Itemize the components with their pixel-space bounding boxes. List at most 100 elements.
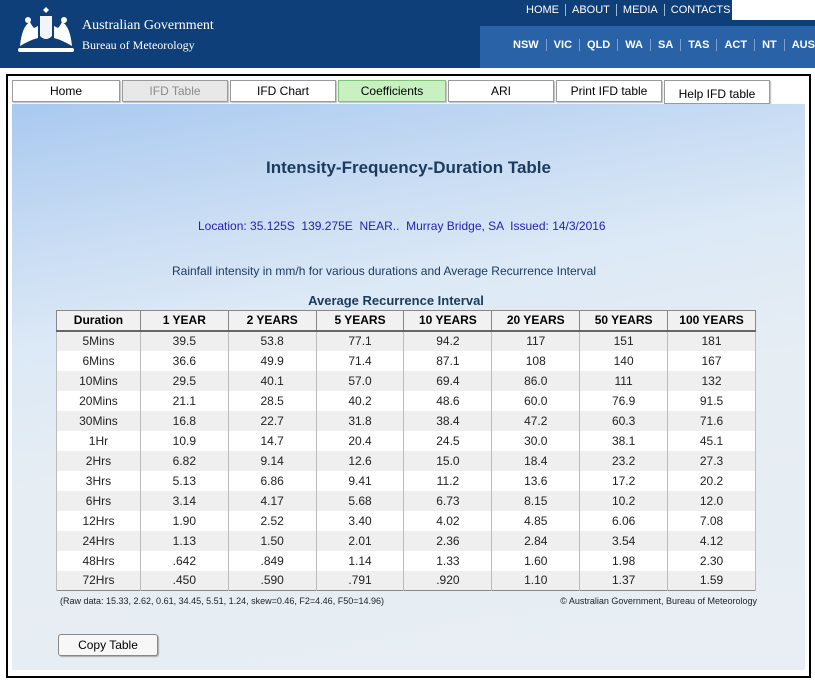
search-area	[732, 0, 815, 20]
state-link-australia[interactable]: AUSTRALIA	[791, 39, 815, 51]
table-row: 1Hr 10.9 14.7 20.4 24.5 30.0 38.1 45.1	[56, 430, 756, 451]
intensity-cell: 91.5	[667, 390, 756, 411]
intensity-cell: 86.0	[491, 370, 581, 391]
intensity-cell: 1.50	[227, 530, 317, 551]
intensity-cell: 53.8	[227, 330, 317, 351]
table-row: 20Mins 21.1 28.5 40.2 48.6 60.0 76.9 91.5	[56, 390, 756, 411]
ari-heading: Average Recurrence Interval	[308, 293, 484, 308]
intensity-cell: 3.54	[579, 530, 669, 551]
duration-cell: 5Mins	[56, 330, 141, 351]
intensity-cell: 18.4	[491, 450, 581, 471]
intensity-cell: 111	[579, 370, 669, 391]
nav-about-link[interactable]: ABOUT	[566, 4, 617, 16]
tab-home[interactable]: Home	[12, 80, 120, 102]
table-row: 3Hrs 5.13 6.86 9.41 11.2 13.6 17.2 20.2	[56, 470, 756, 491]
table-row: 30Mins 16.8 22.7 31.8 38.4 47.2 60.3 71.6	[56, 410, 756, 431]
intensity-cell: 1.60	[491, 550, 581, 571]
intensity-cell: .791	[315, 570, 405, 591]
intensity-cell: 14.7	[227, 430, 317, 451]
intensity-cell: 4.12	[667, 530, 756, 551]
column-header: 5 YEARS	[315, 310, 405, 332]
top-navigation: HOME ABOUT MEDIA CONTACTS	[520, 0, 736, 20]
intensity-cell: 1.37	[579, 570, 669, 591]
tab-ifd-chart[interactable]: IFD Chart	[230, 80, 336, 102]
intensity-cell: 11.2	[403, 470, 493, 491]
intensity-cell: 36.6	[139, 350, 229, 371]
column-header: 50 YEARS	[579, 310, 669, 332]
table-row: 6Hrs 3.14 4.17 5.68 6.73 8.15 10.2 12.0	[56, 490, 756, 511]
intensity-cell: 6.82	[139, 450, 229, 471]
state-navigation: NSW VIC QLD WA SA TAS ACT NT AUSTRALIA	[506, 34, 815, 56]
tab-ari[interactable]: ARI	[448, 80, 554, 102]
state-link-qld[interactable]: QLD	[580, 39, 619, 51]
state-link-sa[interactable]: SA	[651, 39, 682, 51]
state-link-nsw[interactable]: NSW	[506, 39, 547, 51]
intensity-cell: 60.0	[491, 390, 581, 411]
nav-contacts-link[interactable]: CONTACTS	[670, 4, 731, 16]
state-link-act[interactable]: ACT	[717, 39, 756, 51]
nav-home-link[interactable]: HOME	[520, 4, 566, 16]
intensity-cell: 6.06	[579, 510, 669, 531]
column-header: 100 YEARS	[667, 310, 756, 332]
intensity-cell: 9.14	[227, 450, 317, 471]
state-link-wa[interactable]: WA	[618, 39, 651, 51]
duration-cell: 24Hrs	[56, 530, 141, 551]
intensity-cell: 8.15	[491, 490, 581, 511]
intensity-cell: 140	[579, 350, 669, 371]
intensity-cell: 31.8	[315, 410, 405, 431]
duration-cell: 48Hrs	[56, 550, 141, 571]
duration-cell: 3Hrs	[56, 470, 141, 491]
state-link-nt[interactable]: NT	[755, 39, 785, 51]
intensity-cell: 20.4	[315, 430, 405, 451]
copy-table-button[interactable]: Copy Table	[58, 634, 158, 656]
column-header: 10 YEARS	[403, 310, 493, 332]
intensity-cell: 6.73	[403, 490, 493, 511]
intensity-cell: 45.1	[667, 430, 756, 451]
intensity-cell: 47.2	[491, 410, 581, 431]
intensity-cell: 48.6	[403, 390, 493, 411]
table-row: 48Hrs .642.849 1.14 1.33 1.60 1.98 2.30	[56, 550, 756, 571]
intensity-cell: .450	[139, 570, 229, 591]
intensity-cell: 2.36	[403, 530, 493, 551]
intensity-cell: 1.13	[139, 530, 229, 551]
state-bar	[480, 26, 815, 68]
duration-cell: 72Hrs	[56, 570, 141, 591]
duration-cell: 1Hr	[56, 430, 141, 451]
intensity-cell: .642	[139, 550, 229, 571]
intensity-cell: 1.14	[315, 550, 405, 571]
intensity-cell: 5.68	[315, 490, 405, 511]
copyright-notice: © Australian Government, Bureau of Meteo…	[560, 596, 757, 606]
intensity-cell: 2.84	[491, 530, 581, 551]
intensity-cell: 94.2	[403, 330, 493, 351]
ifd-panel: Intensity-Frequency-Duration Table Locat…	[12, 104, 805, 670]
tab-print-ifd-table[interactable]: Print IFD table	[556, 80, 662, 102]
coat-of-arms-icon	[18, 7, 74, 52]
intensity-cell: 4.17	[227, 490, 317, 511]
intensity-cell: 1.10	[491, 570, 581, 591]
nav-media-link[interactable]: MEDIA	[617, 4, 665, 16]
state-link-tas[interactable]: TAS	[681, 39, 718, 51]
intensity-cell: 21.1	[139, 390, 229, 411]
table-row: 5Mins 39.5 53.8 77.1 94.2 117 151 181	[56, 330, 756, 351]
intensity-cell: 28.5	[227, 390, 317, 411]
intensity-cell: 167	[667, 350, 756, 371]
intensity-cell: 30.0	[491, 430, 581, 451]
intensity-cell: 117	[491, 330, 581, 351]
intensity-cell: 40.1	[227, 370, 317, 391]
intensity-cell: 181	[667, 330, 756, 351]
table-row: 24Hrs 1.13 1.50 2.01 2.36 2.84 3.54 4.12	[56, 530, 756, 551]
intensity-cell: 38.4	[403, 410, 493, 431]
state-link-vic[interactable]: VIC	[547, 39, 581, 51]
intensity-cell: 29.5	[139, 370, 229, 391]
intensity-cell: .920	[403, 570, 493, 591]
intensity-cell: 38.1	[579, 430, 669, 451]
intensity-cell: 76.9	[579, 390, 669, 411]
tab-help-ifd-table[interactable]: Help IFD table	[664, 80, 770, 104]
intensity-cell: 3.14	[139, 490, 229, 511]
intensity-cell: 132	[667, 370, 756, 391]
tab-bar: Home IFD Table IFD Chart Coefficients AR…	[12, 80, 772, 104]
duration-cell: 6Mins	[56, 350, 141, 371]
tab-coefficients[interactable]: Coefficients	[338, 80, 446, 102]
intensity-cell: 108	[491, 350, 581, 371]
intensity-cell: 16.8	[139, 410, 229, 431]
